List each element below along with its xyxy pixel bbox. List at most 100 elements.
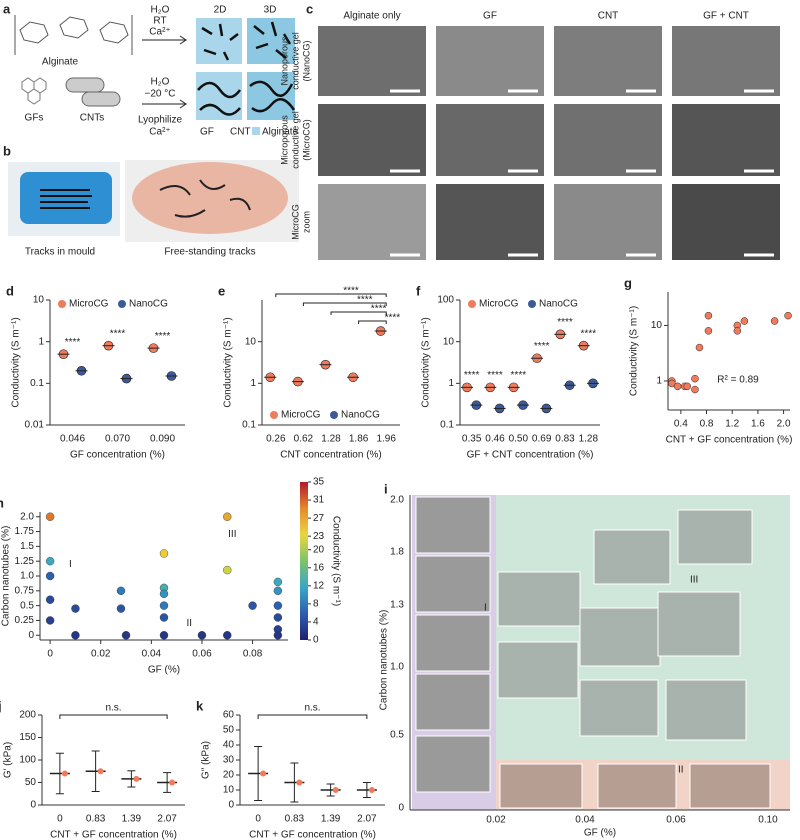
y-tick-label: 0.1 (242, 420, 256, 431)
point (71, 604, 80, 613)
point (159, 631, 169, 640)
gel-3d-porous (247, 72, 295, 120)
cnt-icon (65, 77, 105, 93)
significance: **** (371, 304, 387, 315)
y-axis-label: Conductivity (S m⁻¹) (223, 317, 234, 407)
row-label: (NanoCG) (301, 40, 311, 81)
point (159, 549, 169, 558)
sem-image (554, 184, 662, 260)
y-tick-label: 1 (250, 378, 256, 389)
dot (296, 779, 303, 786)
region-label: III (228, 529, 236, 540)
legend-swatch (468, 300, 476, 308)
x-axis-label: GF (%) (148, 665, 180, 676)
x-tick-label: 0.69 (532, 434, 552, 445)
x-tick-label: 1.28 (321, 434, 341, 445)
point (45, 571, 55, 581)
sem-image (436, 184, 544, 260)
x-tick-label: 0.04 (142, 649, 162, 660)
region-label: II (187, 618, 193, 629)
point (273, 601, 283, 610)
row-label: conductive gel (290, 111, 300, 169)
point (197, 631, 207, 640)
y-tick-label: 50 (223, 725, 235, 736)
significance: **** (65, 337, 81, 348)
x-tick-label: 0.8 (700, 419, 714, 430)
y-tick-label: 0.75 (15, 585, 35, 596)
x-tick-label: 0.4 (674, 419, 688, 430)
point (159, 613, 169, 622)
colorbar-tick-label: 31 (313, 495, 325, 506)
legend-label: NanoCG (341, 410, 380, 421)
colorbar-tick-label: 12 (313, 580, 325, 591)
x-tick-label: 0.26 (266, 434, 286, 445)
y-tick-label: 2.0 (390, 495, 404, 506)
x-tick-label: 1.96 (376, 434, 396, 445)
legend-swatch (252, 127, 260, 135)
point (683, 382, 692, 391)
dim-label: 3D (264, 5, 277, 16)
y-tick-label: 0.1 (30, 378, 44, 389)
bracket (257, 714, 368, 719)
x-tick-label: 1.6 (751, 419, 765, 430)
point (740, 317, 749, 325)
condition: Ca²⁺ (149, 127, 170, 138)
mould (20, 172, 112, 224)
point (223, 631, 232, 640)
point (45, 556, 55, 566)
legend-swatch (270, 411, 278, 419)
y-axis-label: G′ (kPa) (3, 742, 14, 778)
panel-b: b Tracks in mould Free-standing tracks (3, 143, 299, 258)
y-tick-label: 0.25 (15, 615, 35, 626)
legend-label: Alginate (262, 127, 299, 138)
x-tick-label: 0.08 (243, 649, 263, 660)
chart-d: d 0.01 0.1 1 10 Conductivity (S m⁻¹) GF concen… (6, 283, 185, 461)
y-tick-label: 0.1 (440, 420, 454, 431)
x-tick-label: 0.35 (462, 434, 482, 445)
sem-image (436, 104, 544, 176)
dot (332, 787, 339, 793)
colorbar-tick-label: 8 (313, 599, 319, 610)
y-tick-label: 1.25 (15, 556, 35, 567)
cnts-label: CNTs (80, 113, 104, 124)
x-axis-label: GF concentration (%) (70, 450, 165, 461)
legend-label: CNT (230, 127, 251, 138)
y-tick-label: 60 (223, 710, 235, 721)
y-tick-label: 1.3 (390, 600, 404, 611)
point (121, 631, 131, 640)
column-header: Alginate only (343, 11, 400, 22)
column-header: GF (483, 11, 497, 22)
x-tick-label: 2.0 (777, 419, 791, 430)
y-axis-label: Conductivity (S m⁻¹) (629, 306, 640, 396)
panel-label: a (3, 1, 11, 16)
point (704, 311, 713, 320)
y-axis-label: Conductivity (S m⁻¹) (421, 317, 432, 407)
y-tick-label: 10 (443, 336, 455, 347)
point (159, 589, 169, 598)
legend-label: NanoCG (129, 299, 168, 310)
y-tick-label: 1 (38, 336, 44, 347)
point (159, 601, 169, 610)
x-tick-label: 0.83 (555, 434, 575, 445)
sem-image (672, 104, 780, 176)
legend-label: MicroCG (281, 410, 321, 421)
y-tick-label: 0.5 (390, 730, 404, 741)
panel-label: h (0, 495, 4, 510)
sem-image (672, 184, 780, 260)
cnt-icon (81, 91, 121, 107)
dot (169, 779, 176, 786)
brain (132, 162, 288, 234)
y-tick-label: 0 (28, 630, 34, 641)
colorbar-tick-label: 20 (313, 544, 325, 555)
sem-image (318, 26, 426, 96)
y-tick-label: 100 (19, 755, 36, 766)
y-tick-label: 1.0 (390, 662, 404, 673)
x-tick-label: 0.046 (60, 434, 85, 445)
y-tick-label: 100 (437, 295, 454, 306)
chart-g: g 1 10 Conductivity (S m⁻¹) CNT + GF concent… (624, 275, 792, 445)
condition: Lyophilize (138, 115, 183, 126)
x-tick-label: 0.02 (91, 649, 111, 660)
panel-label: i (384, 481, 388, 496)
annotation: R² = 0.89 (717, 375, 759, 386)
gel-2d (196, 18, 242, 64)
